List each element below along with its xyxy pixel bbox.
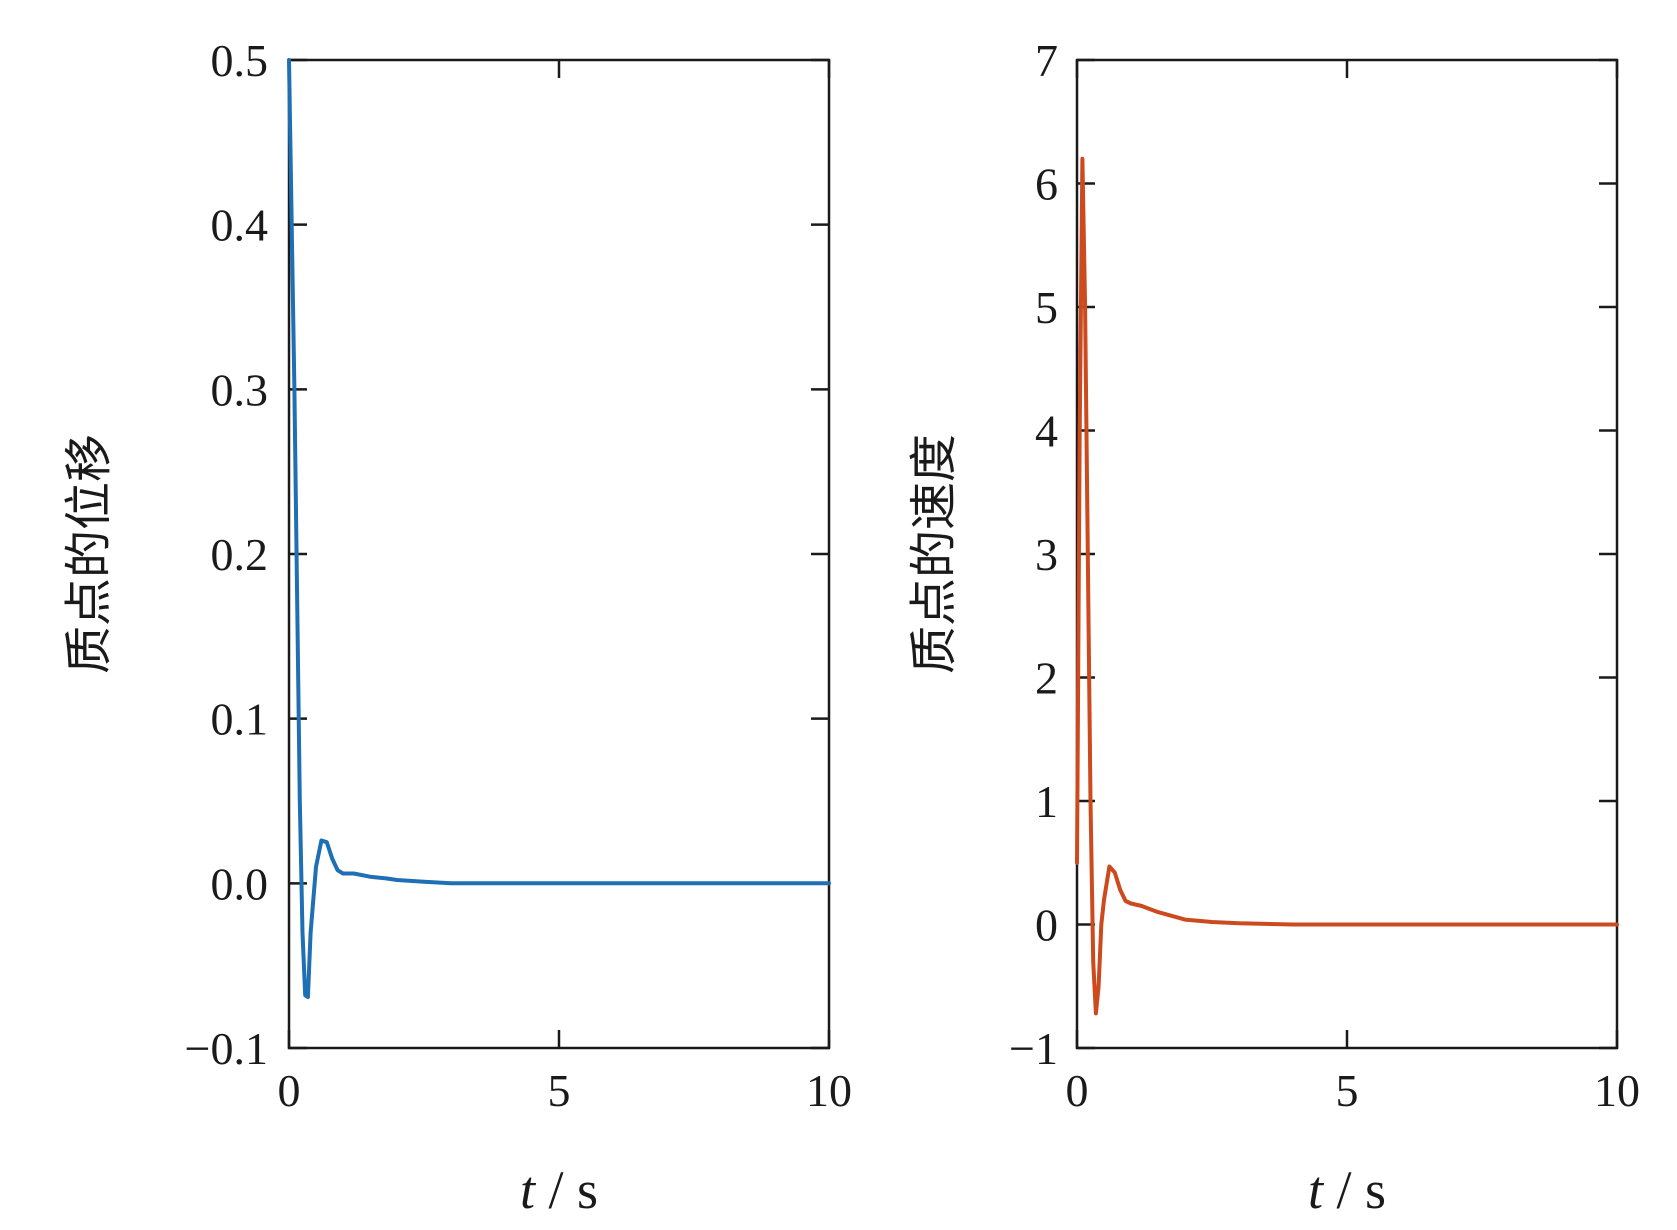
y-tick-label: 3 bbox=[1035, 529, 1058, 580]
x-tick-label: 5 bbox=[548, 1065, 571, 1116]
x-tick-label: 10 bbox=[806, 1065, 852, 1116]
series-line-0 bbox=[287, 58, 831, 999]
y-tick-label: 1 bbox=[1035, 776, 1058, 827]
plot-frame bbox=[1075, 58, 1619, 1050]
y-axis-title: 质点的位移 bbox=[61, 434, 117, 674]
y-tick-label: 0 bbox=[1035, 900, 1058, 951]
x-axis-variable: t bbox=[520, 1160, 537, 1220]
x-axis-variable: t bbox=[1308, 1160, 1325, 1220]
y-tick-label: 7 bbox=[1035, 35, 1058, 86]
y-tick-label: −1 bbox=[1009, 1023, 1058, 1074]
y-tick-label: 0.1 bbox=[211, 694, 269, 745]
y-tick-label: 0.3 bbox=[211, 364, 269, 415]
x-axis-title: t / s bbox=[520, 1160, 598, 1220]
series-line-0 bbox=[1075, 156, 1619, 1016]
y-tick-label: 2 bbox=[1035, 653, 1058, 704]
y-tick-label: 5 bbox=[1035, 282, 1058, 333]
y-tick-label: 0.2 bbox=[211, 529, 269, 580]
y-tick-label: 0.5 bbox=[211, 35, 269, 86]
x-axis-title: t / s bbox=[1308, 1160, 1386, 1220]
y-axis-title: 质点的速度 bbox=[906, 434, 962, 674]
displacement-chart: −0.1 0.0 0.1 0.2 0.3 0.4 0.5 0 5 10 质点的位移 t / s bbox=[61, 35, 852, 1220]
x-axis-unit: / s bbox=[535, 1160, 598, 1220]
x-axis-unit: / s bbox=[1323, 1160, 1386, 1220]
y-tick-label: 0.4 bbox=[211, 200, 269, 251]
plot-frame bbox=[287, 58, 831, 1050]
x-tick-label: 5 bbox=[1336, 1065, 1359, 1116]
y-tick-label: 4 bbox=[1035, 406, 1058, 457]
y-tick-label: 6 bbox=[1035, 159, 1058, 210]
x-tick-label: 0 bbox=[1066, 1065, 1089, 1116]
x-tick-label: 0 bbox=[278, 1065, 301, 1116]
x-tick-label: 10 bbox=[1594, 1065, 1640, 1116]
y-tick-label: 0.0 bbox=[211, 858, 269, 909]
y-tick-label: −0.1 bbox=[185, 1023, 268, 1074]
